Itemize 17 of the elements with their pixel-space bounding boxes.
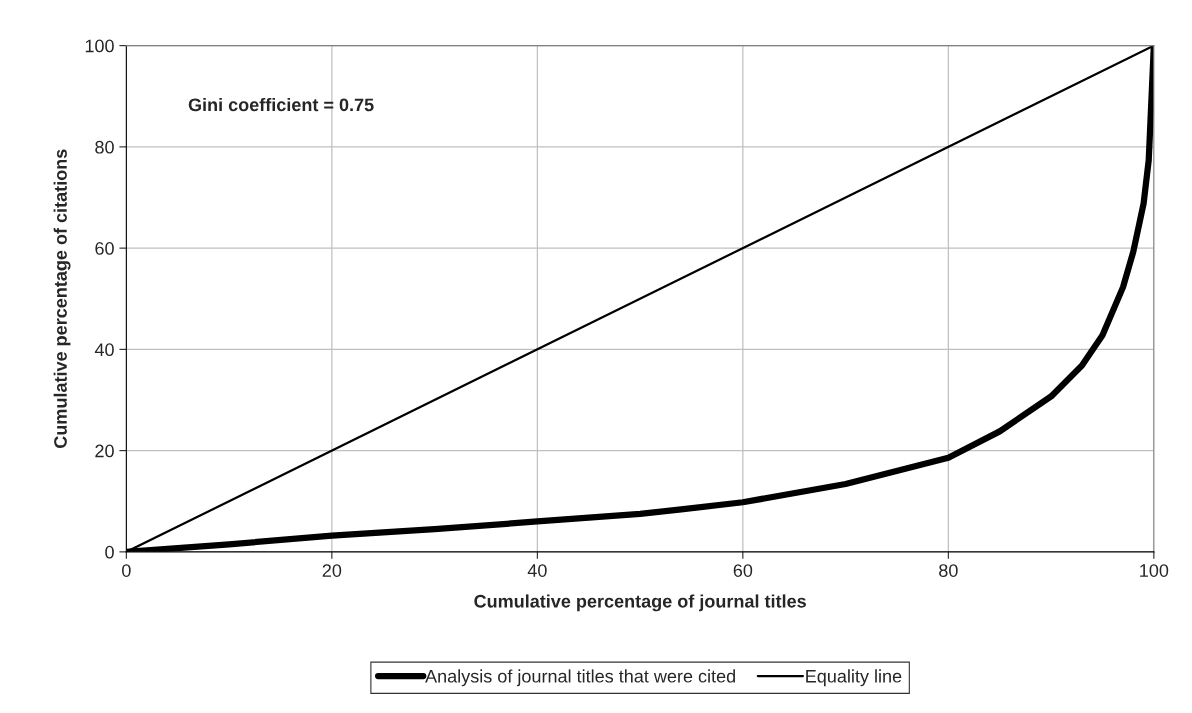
x-tick-label: 100 <box>1140 564 1169 577</box>
x-axis-title: Cumulative percentage of journal titles <box>474 594 806 612</box>
x-tick-label: 80 <box>939 564 958 577</box>
x-tick-label: 60 <box>733 564 753 577</box>
y-tick-label: 80 <box>95 140 114 154</box>
y-tick-label: 0 <box>105 545 114 559</box>
legend-label: Equality line <box>806 669 902 687</box>
x-tick-label: 40 <box>527 564 547 577</box>
y-axis-title: Cumulative percentage of citations <box>53 149 71 448</box>
y-tick-label: 60 <box>95 242 114 255</box>
y-tick-label: 20 <box>95 444 114 458</box>
annotation: Gini coefficient = 0.75 <box>188 97 374 112</box>
y-tick-label: 100 <box>85 39 114 53</box>
x-tick-label: 20 <box>322 564 342 577</box>
legend-label: Analysis of journal titles that were cited <box>425 669 735 687</box>
x-tick-label: 0 <box>122 564 131 577</box>
y-tick-label: 40 <box>94 343 114 357</box>
